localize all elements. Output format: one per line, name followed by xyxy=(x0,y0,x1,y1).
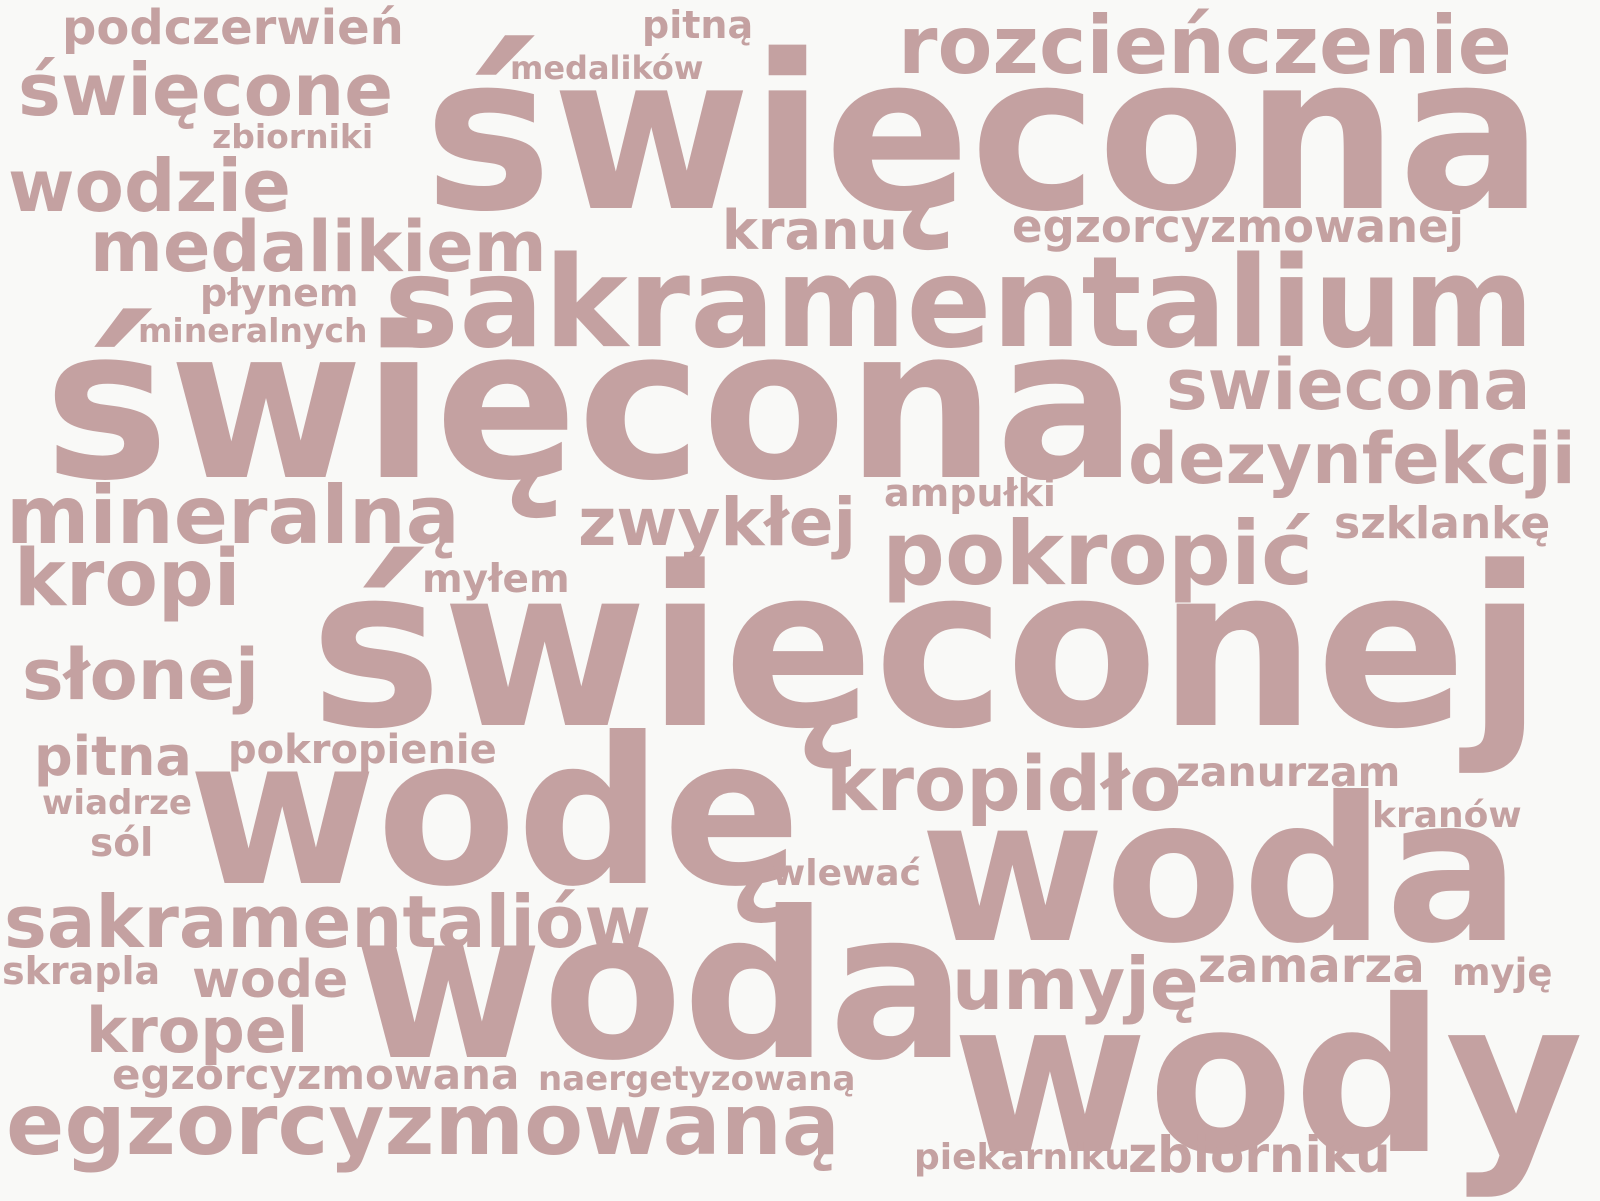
word-swiecona-top: święcona xyxy=(424,8,1544,259)
word-pitna-1: pitną xyxy=(642,3,754,47)
word-podczerwien: podczerwień xyxy=(62,0,404,56)
word-wode-small: wode xyxy=(192,950,349,1010)
word-rozcienczenie: rozcieńczenie xyxy=(898,0,1512,92)
word-sol: sól xyxy=(90,821,154,866)
word-myje: myję xyxy=(1452,951,1553,994)
word-swiecona-mid: święcona xyxy=(44,282,1138,527)
word-egzorcyzmowana: egzorcyzmowana xyxy=(112,1050,520,1099)
word-umyje: umyję xyxy=(952,942,1199,1026)
word-kranow: kranów xyxy=(1372,795,1522,836)
word-wode-large: wodę xyxy=(188,695,801,932)
word-mineralnych: mineralnych xyxy=(138,311,368,350)
word-woda-center: woda xyxy=(354,869,967,1106)
word-pitna-2: pitna xyxy=(34,725,192,788)
word-wody: wody xyxy=(952,954,1584,1201)
word-medalikiem: medalikiem xyxy=(90,206,547,288)
word-ampulki: ampułki xyxy=(884,471,1056,515)
word-szklanke: szklankę xyxy=(1334,498,1551,549)
word-wiadrze: wiadrze xyxy=(42,783,192,823)
word-wodzie: wodzie xyxy=(8,144,291,228)
word-medalikow: medalików xyxy=(510,49,704,87)
word-pokropienie: pokropienie xyxy=(228,727,497,773)
word-swiecona-plain: swiecona xyxy=(1166,344,1531,426)
word-kropidlo: kropidło xyxy=(826,739,1182,828)
word-piekarniku: piekarniku xyxy=(914,1137,1131,1178)
word-zbiorniku: zbiorniku xyxy=(1128,1126,1391,1184)
word-egzorcyzmowanej: egzorcyzmowanej xyxy=(1012,200,1464,253)
word-kropel: kropel xyxy=(86,994,309,1067)
word-egzorcyzmowana-large: egzorcyzmowaną xyxy=(6,1075,840,1175)
word-skrapla: skrapla xyxy=(2,949,161,993)
word-dezynfekcji: dezynfekcji xyxy=(1128,418,1576,500)
word-swiecone: święcone xyxy=(18,48,394,132)
word-swieconej: święconej xyxy=(310,520,1543,778)
word-pokropic: pokropić xyxy=(882,502,1314,605)
word-zwyklej: zwykłej xyxy=(578,484,857,561)
word-sakramentalium: sakramentalium xyxy=(384,229,1535,376)
word-sakramentaliow: sakramentaliów xyxy=(4,880,651,964)
word-zbiorniki: zbiorniki xyxy=(212,117,374,156)
word-wlewac: wlewać xyxy=(772,853,921,894)
word-naergetyzowana: naergetyzowaną xyxy=(538,1059,856,1099)
word-woda-right: woda xyxy=(920,755,1521,988)
word-mineralna: mineralną xyxy=(6,469,460,562)
word-zamarza: zamarza xyxy=(1198,938,1425,994)
word-kropi: kropi xyxy=(14,534,241,624)
word-kranu: kranu xyxy=(722,199,898,262)
word-plynem: płynem xyxy=(200,271,359,315)
word-slonej: słonej xyxy=(22,634,260,716)
word-zanurzam: zanurzam xyxy=(1176,748,1401,796)
word-mylem: myłem xyxy=(422,557,570,602)
